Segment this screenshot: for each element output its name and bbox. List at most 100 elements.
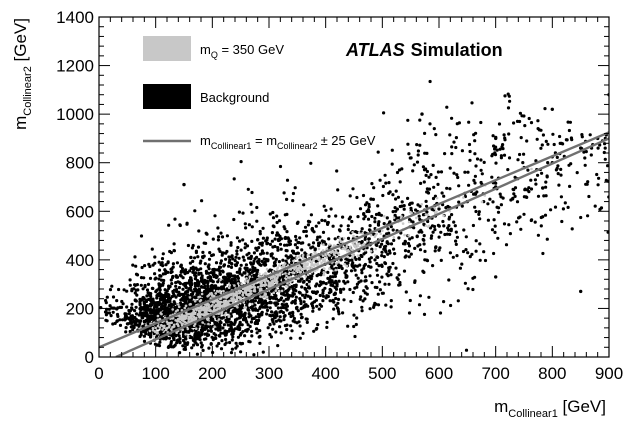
signal-point	[186, 335, 190, 338]
background-point	[108, 288, 113, 292]
background-point	[206, 284, 210, 288]
background-point	[233, 327, 237, 331]
background-point	[387, 282, 391, 286]
background-point	[272, 295, 276, 299]
background-point	[471, 223, 475, 228]
background-point	[495, 205, 499, 209]
atlas-experiment: ATLAS	[345, 40, 405, 60]
background-point	[297, 290, 301, 294]
background-point	[376, 204, 380, 208]
signal-point	[240, 282, 243, 286]
background-point	[308, 220, 312, 224]
background-point	[325, 221, 330, 225]
background-point	[219, 331, 223, 335]
background-point	[477, 212, 481, 216]
background-point	[143, 264, 147, 268]
background-point	[404, 290, 408, 294]
background-point	[466, 287, 470, 291]
background-point	[544, 139, 548, 143]
signal-point	[180, 322, 184, 325]
signal-point	[345, 264, 349, 268]
background-point	[348, 287, 352, 292]
background-point	[337, 228, 342, 232]
background-point	[258, 329, 262, 333]
background-point	[186, 243, 190, 248]
background-point	[397, 273, 401, 277]
background-point	[529, 187, 534, 191]
background-point	[407, 244, 412, 248]
signal-point	[193, 299, 197, 303]
background-point	[397, 168, 402, 172]
background-point	[434, 245, 438, 249]
background-point	[458, 266, 462, 270]
background-point	[418, 143, 422, 147]
signal-point	[243, 280, 247, 283]
signal-point	[357, 231, 361, 235]
background-point	[466, 170, 470, 174]
background-point	[593, 204, 597, 208]
background-point	[274, 319, 278, 323]
background-point	[346, 227, 350, 232]
background-point	[242, 271, 246, 275]
background-point	[164, 263, 168, 267]
background-point	[417, 303, 422, 307]
background-point	[368, 260, 372, 264]
signal-point	[216, 299, 220, 303]
background-point	[336, 297, 341, 301]
background-point	[544, 180, 548, 184]
background-point	[437, 235, 441, 239]
background-point	[364, 250, 368, 254]
background-point	[387, 191, 391, 195]
signal-point	[184, 333, 187, 336]
signal-point	[351, 254, 355, 257]
background-point	[473, 139, 477, 143]
x-tick-label: 900	[595, 364, 623, 383]
background-point	[195, 324, 199, 328]
signal-point	[433, 207, 437, 210]
background-point	[283, 235, 288, 240]
background-point	[425, 204, 429, 208]
background-point	[246, 327, 250, 331]
window-lines	[99, 131, 609, 357]
background-point	[283, 227, 287, 231]
signal-point	[168, 324, 171, 327]
background-point	[211, 237, 215, 241]
background-point	[228, 274, 232, 278]
background-point	[181, 344, 185, 348]
signal-point	[175, 319, 179, 323]
background-point	[243, 246, 247, 250]
background-point	[322, 240, 326, 244]
signal-point	[265, 267, 269, 271]
signal-point	[217, 318, 221, 321]
background-point	[235, 249, 239, 253]
signal-point	[188, 312, 191, 316]
background-point	[491, 200, 495, 204]
background-point	[104, 301, 108, 305]
signal-point	[165, 320, 169, 324]
background-point	[508, 232, 512, 236]
background-point	[292, 316, 296, 321]
background-point	[139, 308, 143, 312]
background-point	[227, 264, 231, 268]
background-point	[303, 287, 307, 291]
background-point	[329, 290, 333, 294]
background-point	[301, 241, 305, 245]
background-point	[360, 227, 364, 231]
signal-point	[180, 318, 183, 322]
background-point	[353, 334, 357, 339]
signal-point	[292, 271, 296, 275]
background-point	[583, 156, 587, 160]
background-point	[195, 343, 200, 347]
signal-point	[392, 236, 396, 239]
signal-point	[357, 242, 361, 245]
background-point	[222, 315, 226, 319]
background-point	[445, 105, 449, 109]
signal-point	[373, 254, 377, 257]
signal-point	[192, 318, 196, 322]
background-point	[202, 337, 206, 341]
signal-point	[274, 289, 278, 293]
background-point	[416, 149, 420, 153]
background-point	[266, 326, 270, 330]
window-line	[115, 137, 609, 357]
signal-point	[332, 244, 336, 247]
